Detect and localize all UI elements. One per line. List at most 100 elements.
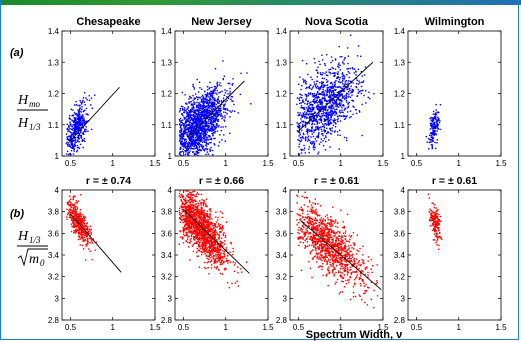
data-point <box>347 82 349 84</box>
data-point <box>66 137 69 139</box>
data-point <box>302 112 304 114</box>
data-point <box>339 95 341 97</box>
data-point <box>199 139 201 142</box>
data-point <box>305 96 308 98</box>
data-point <box>326 81 328 83</box>
data-point <box>181 91 183 94</box>
data-point <box>76 220 79 222</box>
data-point <box>317 107 319 110</box>
data-point <box>432 110 435 113</box>
data-point <box>73 131 75 133</box>
data-point <box>314 96 317 99</box>
data-point <box>348 88 350 90</box>
data-point <box>188 147 191 149</box>
data-point <box>191 211 193 214</box>
data-point <box>85 120 87 123</box>
data-point <box>313 57 315 60</box>
data-point <box>75 214 77 217</box>
data-point <box>346 68 348 70</box>
data-point <box>80 137 83 139</box>
data-point <box>188 141 190 144</box>
data-point <box>69 152 71 155</box>
data-point <box>216 130 219 132</box>
data-point <box>318 60 320 63</box>
data-point <box>182 134 184 137</box>
data-point <box>190 212 192 214</box>
data-point <box>213 243 216 246</box>
data-point <box>326 127 328 130</box>
data-point <box>436 130 438 132</box>
data-point <box>201 115 203 117</box>
data-point <box>215 251 218 253</box>
data-point <box>213 90 216 92</box>
data-point <box>205 96 208 98</box>
data-point <box>193 217 195 220</box>
data-point <box>83 219 86 221</box>
data-point <box>211 95 214 97</box>
data-point <box>181 143 183 145</box>
data-point <box>79 120 81 123</box>
data-point <box>194 142 197 144</box>
data-point <box>68 210 71 213</box>
data-point <box>84 225 86 228</box>
data-point <box>217 236 220 239</box>
data-point <box>325 78 328 81</box>
y-tick-label: 4 <box>55 186 60 195</box>
data-point <box>188 120 190 122</box>
data-point <box>206 112 209 114</box>
data-point <box>328 111 330 113</box>
data-point <box>336 115 339 117</box>
data-point <box>190 195 192 197</box>
data-point <box>194 230 196 233</box>
data-point <box>435 133 437 135</box>
data-point <box>178 111 181 113</box>
data-point <box>435 109 437 111</box>
data-point <box>342 90 344 92</box>
data-point <box>437 119 439 122</box>
data-point <box>78 108 81 111</box>
data-point <box>337 120 339 123</box>
data-point <box>78 114 81 116</box>
data-point <box>438 118 440 121</box>
data-point <box>318 127 320 129</box>
data-point <box>298 97 300 100</box>
data-point <box>191 127 193 129</box>
data-point <box>79 194 82 196</box>
data-point <box>347 83 349 86</box>
data-point <box>196 146 199 148</box>
data-point <box>298 153 300 155</box>
axes-box <box>61 189 156 321</box>
data-point <box>201 213 204 216</box>
data-point <box>202 216 205 219</box>
data-point <box>197 113 200 115</box>
data-point <box>189 113 191 116</box>
data-point <box>194 239 196 241</box>
data-point <box>334 68 337 70</box>
data-point <box>212 154 214 156</box>
data-point <box>219 242 222 245</box>
data-point <box>323 127 326 129</box>
data-point <box>178 192 181 195</box>
data-point <box>90 128 93 131</box>
data-point <box>80 213 82 215</box>
data-point <box>321 114 324 117</box>
data-point <box>200 149 202 151</box>
data-point <box>339 120 342 122</box>
data-point <box>179 147 182 149</box>
data-point <box>306 103 308 106</box>
data-point <box>82 225 85 227</box>
data-point <box>84 225 87 227</box>
data-point <box>309 117 311 119</box>
data-point <box>196 136 198 138</box>
data-point <box>69 215 71 217</box>
data-point <box>192 243 194 246</box>
data-point <box>211 229 214 231</box>
data-point <box>212 125 214 128</box>
data-point <box>86 240 89 242</box>
data-point <box>191 204 193 206</box>
data-point <box>207 153 210 155</box>
data-point <box>75 211 78 213</box>
data-point <box>323 77 325 80</box>
data-point <box>345 80 348 82</box>
data-point <box>68 153 70 156</box>
